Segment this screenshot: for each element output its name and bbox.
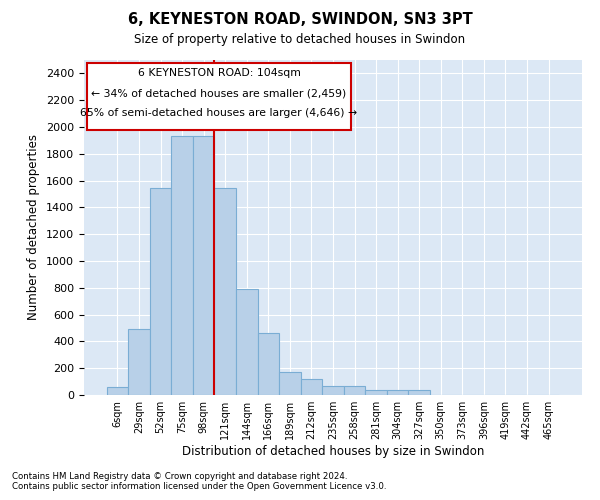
- Bar: [365, 390, 387, 395]
- Bar: [128, 330, 150, 395]
- Bar: [107, 387, 128, 395]
- Bar: [193, 136, 214, 395]
- Bar: [344, 386, 365, 395]
- Bar: [214, 188, 236, 395]
- Y-axis label: Number of detached properties: Number of detached properties: [28, 134, 40, 320]
- Text: 6 KEYNESTON ROAD: 104sqm: 6 KEYNESTON ROAD: 104sqm: [137, 68, 301, 78]
- X-axis label: Distribution of detached houses by size in Swindon: Distribution of detached houses by size …: [182, 445, 484, 458]
- Bar: [257, 334, 279, 395]
- Text: 65% of semi-detached houses are larger (4,646) →: 65% of semi-detached houses are larger (…: [80, 108, 358, 118]
- Bar: [279, 372, 301, 395]
- Bar: [322, 386, 344, 395]
- Bar: [236, 289, 257, 395]
- Text: Contains HM Land Registry data © Crown copyright and database right 2024.: Contains HM Land Registry data © Crown c…: [12, 472, 347, 481]
- Bar: [387, 390, 409, 395]
- Text: ← 34% of detached houses are smaller (2,459): ← 34% of detached houses are smaller (2,…: [91, 88, 347, 99]
- Text: Size of property relative to detached houses in Swindon: Size of property relative to detached ho…: [134, 32, 466, 46]
- Bar: [409, 390, 430, 395]
- Text: Contains public sector information licensed under the Open Government Licence v3: Contains public sector information licen…: [12, 482, 386, 491]
- Bar: [150, 188, 172, 395]
- Text: 6, KEYNESTON ROAD, SWINDON, SN3 3PT: 6, KEYNESTON ROAD, SWINDON, SN3 3PT: [128, 12, 472, 28]
- Bar: [172, 136, 193, 395]
- Bar: [301, 379, 322, 395]
